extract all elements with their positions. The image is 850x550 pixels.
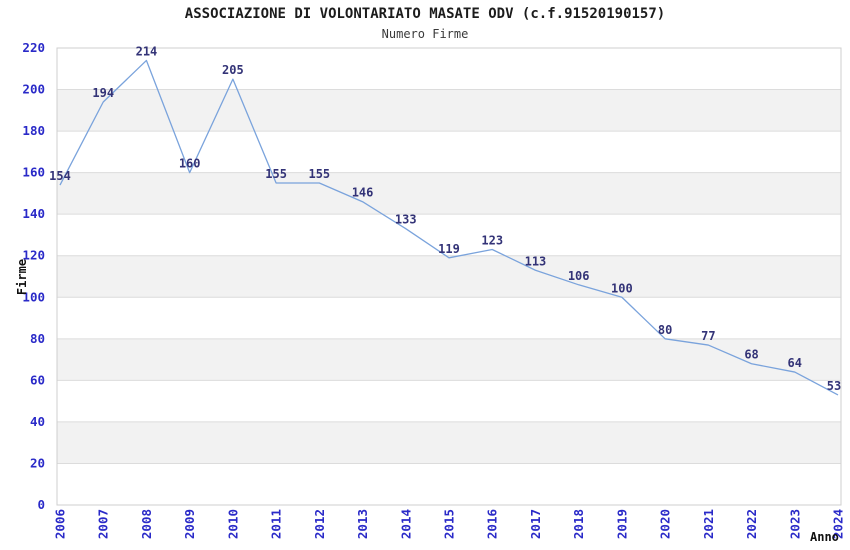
x-tick-label: 2023 [787,509,802,539]
data-point-label: 53 [827,379,841,393]
x-tick-label: 2013 [355,509,370,539]
data-point-label: 123 [481,233,503,247]
data-point-label: 133 [395,213,417,227]
data-line [59,59,839,396]
chart-subtitle: Numero Firme [381,27,469,41]
x-tick-label: 2009 [182,509,197,539]
x-tick-label: 2018 [571,509,586,539]
plot-band [57,89,841,132]
data-point-label: 155 [265,167,287,181]
data-point-label: 77 [701,329,715,343]
data-point-label: 194 [92,86,114,100]
data-point-label: 160 [179,157,201,171]
y-tick-label: 160 [22,165,45,180]
y-tick-label: 0 [37,497,45,512]
x-tick-label: 2016 [485,509,500,539]
x-tick-label: 2012 [312,509,327,539]
x-tick-label: 2022 [744,509,759,539]
plot-band [57,421,841,464]
data-point-label: 68 [744,348,758,362]
chart-title: ASSOCIAZIONE DI VOLONTARIATO MASATE ODV … [184,6,666,22]
x-tick-label: 2015 [442,509,457,539]
x-tick-label: 2007 [96,509,111,539]
data-point-label: 119 [438,242,460,256]
data-point-label: 205 [222,63,244,77]
y-tick-label: 120 [22,248,45,263]
y-tick-label: 20 [30,455,45,470]
x-tick-label: 2019 [614,509,629,539]
x-tick-label: 2011 [269,509,284,539]
data-point-label: 80 [658,323,672,337]
plot-border [56,47,842,506]
data-point-label: 214 [136,44,158,58]
data-point-label: 155 [308,167,330,181]
data-point-label: 154 [49,169,71,183]
plot-band [57,172,841,215]
data-point-label: 106 [568,269,590,283]
x-tick-label: 2021 [701,509,716,539]
x-axis-title: Anno [810,530,839,544]
y-tick-label: 200 [22,82,45,97]
y-tick-label: 40 [30,414,45,429]
data-point-label: 64 [788,356,802,370]
data-point-label: 100 [611,281,633,295]
x-tick-label: 2017 [528,509,543,539]
plot-band [57,338,841,381]
y-tick-label: 220 [22,40,45,55]
y-tick-label: 60 [30,372,45,387]
x-tick-label: 2006 [53,509,68,539]
y-tick-label: 140 [22,206,45,221]
y-tick-label: 180 [22,123,45,138]
x-tick-label: 2020 [658,509,673,539]
data-point-label: 146 [352,186,374,200]
x-tick-label: 2008 [139,509,154,539]
y-tick-label: 100 [22,289,45,304]
data-point-label: 113 [525,254,547,268]
x-tick-label: 2014 [398,509,413,539]
plot-band [57,255,841,298]
y-axis-title: Firme [15,258,29,296]
x-tick-label: 2010 [225,509,240,539]
x-tick-label: 2024 [831,509,846,539]
y-tick-label: 80 [30,331,45,346]
